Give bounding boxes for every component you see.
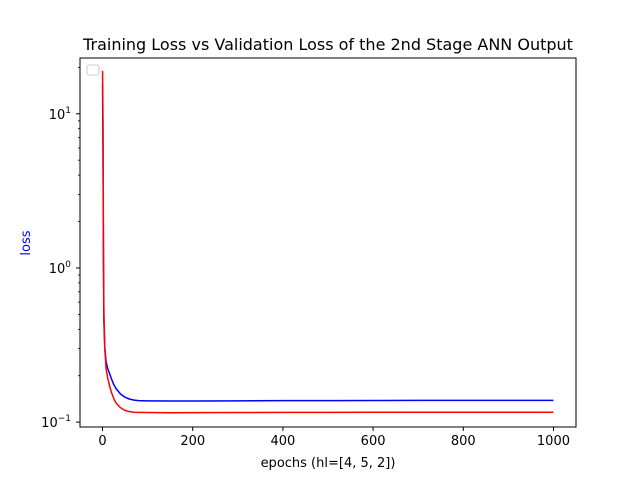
plot-area-frame bbox=[79, 57, 577, 428]
y-axis-ticks: 10−1 100 101 bbox=[41, 106, 80, 431]
x-tick-label: 800 bbox=[451, 434, 476, 449]
legend bbox=[86, 64, 100, 76]
x-tick-label: 0 bbox=[98, 434, 106, 449]
y-axis-label: loss bbox=[19, 230, 34, 255]
x-axis-label: epochs (hl=[4, 5, 2]) bbox=[261, 456, 396, 471]
x-axis-ticks: 0 200 400 600 800 1000 bbox=[98, 427, 570, 449]
x-tick-label: 400 bbox=[270, 434, 295, 449]
series-line-2 bbox=[101, 70, 554, 414]
x-tick-label: 200 bbox=[180, 434, 205, 449]
y-tick-label: 10−1 bbox=[41, 414, 71, 431]
y-tick-label: 100 bbox=[49, 260, 72, 277]
legend-box bbox=[86, 64, 100, 76]
series-layer bbox=[101, 70, 554, 414]
y-tick-label: 101 bbox=[49, 106, 71, 123]
chart-title: Training Loss vs Validation Loss of the … bbox=[82, 35, 573, 54]
x-tick-label: 1000 bbox=[537, 434, 570, 449]
x-tick-label: 600 bbox=[361, 434, 386, 449]
